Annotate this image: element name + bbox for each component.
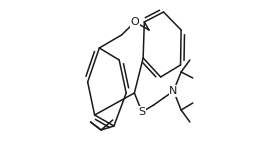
Text: N: N [169, 86, 178, 96]
Text: S: S [138, 107, 146, 117]
Text: O: O [131, 17, 139, 27]
